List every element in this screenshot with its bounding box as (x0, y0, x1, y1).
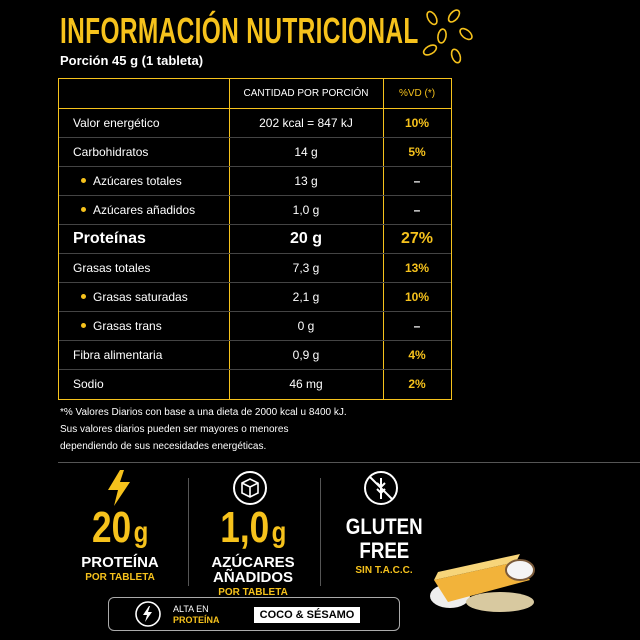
box-icon (233, 471, 267, 505)
claim-line: ALTA EN (173, 604, 209, 614)
badge-number: 20 g (92, 503, 148, 555)
row-vd: – (413, 173, 421, 188)
claim-icon (135, 601, 161, 627)
row-label: Grasas totales (73, 260, 151, 275)
claim-line: PROTEÍNA (173, 615, 220, 625)
row-amount: 202 kcal = 847 kJ (259, 115, 353, 130)
row-line (59, 253, 451, 254)
row-vd: – (413, 202, 421, 217)
bullet (81, 178, 86, 183)
row-label: Azúcares totales (93, 173, 182, 188)
badge-sub: SIN T.A.C.C. (355, 565, 413, 576)
row-label: Fibra alimentaria (73, 347, 163, 362)
row-line (59, 166, 451, 167)
row-vd: 10% (404, 115, 430, 130)
bullet (81, 323, 86, 328)
title: INFORMACIÓN NUTRICIONAL (60, 10, 419, 51)
row-vd: 2% (408, 376, 426, 391)
row-vd: 5% (408, 144, 426, 159)
row-amount: 0,9 g (292, 347, 320, 362)
row-amount: 7,3 g (292, 260, 320, 275)
badge-line: PROTEÍNA (81, 554, 159, 571)
badge-sub: POR TABLETA (85, 572, 155, 583)
row-line (59, 282, 451, 283)
row-label: Azúcares añadidos (93, 202, 196, 217)
column-line (383, 79, 384, 399)
row-label: Grasas trans (93, 318, 162, 333)
row-line (59, 311, 451, 312)
badge-line: AZÚCARES (211, 554, 295, 571)
badge-unit: g (133, 516, 149, 549)
row-label: Proteínas (73, 229, 146, 247)
divider (188, 478, 189, 586)
badge-value: 1,0 (220, 503, 269, 552)
gluten-free-icon (364, 471, 398, 505)
row-vd: 10% (404, 289, 430, 304)
row-line (59, 224, 451, 225)
footnote: *% Valores Diarios con base a una dieta … (60, 407, 347, 418)
bullet (81, 207, 86, 212)
badge: GLUTEN FREE SIN T.A.C.C. (314, 514, 454, 577)
footnote: Sus valores diarios pueden ser mayores o… (60, 424, 289, 435)
row-line (59, 369, 451, 370)
row-label: Valor energético (73, 115, 160, 130)
row-amount: 13 g (294, 173, 318, 188)
row-amount: 14 g (294, 144, 318, 159)
footnote: dependiendo de sus necesidades energétic… (60, 441, 267, 452)
badge: 1,0 g AZÚCARES AÑADIDOS POR TABLETA (183, 503, 323, 598)
badge-line: AÑADIDOS (212, 569, 293, 586)
portion: Porción 45 g (1 tableta) (60, 53, 204, 68)
column-line (229, 79, 230, 399)
bolt-icon (108, 470, 130, 506)
row-label: Grasas saturadas (93, 289, 188, 304)
row-vd: 27% (400, 229, 434, 247)
divider (320, 478, 321, 586)
seeds-icon (422, 9, 473, 64)
badge-sub: POR TABLETA (218, 587, 288, 598)
nutrition-table: CANTIDAD POR PORCIÓN %VD (*) Valor energét… (58, 78, 452, 400)
row-label: Sodio (73, 376, 104, 391)
row-amount: 20 g (289, 229, 322, 247)
row-line (59, 195, 451, 196)
column-header: %VD (*) (398, 88, 436, 99)
row-amount: 2,1 g (292, 289, 320, 304)
row-amount: 46 mg (289, 376, 323, 391)
claim-bar (108, 597, 400, 631)
badge-value: 20 (91, 503, 132, 552)
row-vd: – (413, 318, 421, 333)
row-label: Carbohidratos (73, 144, 149, 159)
row-line (59, 137, 451, 138)
row-amount: 0 g (297, 318, 315, 333)
column-header: CANTIDAD POR PORCIÓN (243, 88, 369, 99)
badge-number: 1,0 g (220, 503, 286, 555)
row-amount: 1,0 g (292, 202, 320, 217)
divider (58, 462, 640, 463)
badge-unit: g (271, 516, 286, 549)
badge: 20 g PROTEÍNA POR TABLETA (50, 503, 190, 583)
row-line (59, 108, 451, 109)
badge-line: FREE (359, 538, 409, 563)
row-line (59, 340, 451, 341)
product-image (430, 554, 535, 612)
bullet (81, 294, 86, 299)
row-vd: 4% (408, 347, 426, 362)
flavor-label: COCO & SÉSAMO (254, 607, 360, 623)
row-vd: 13% (404, 260, 430, 275)
badge-line: GLUTEN (345, 514, 423, 539)
